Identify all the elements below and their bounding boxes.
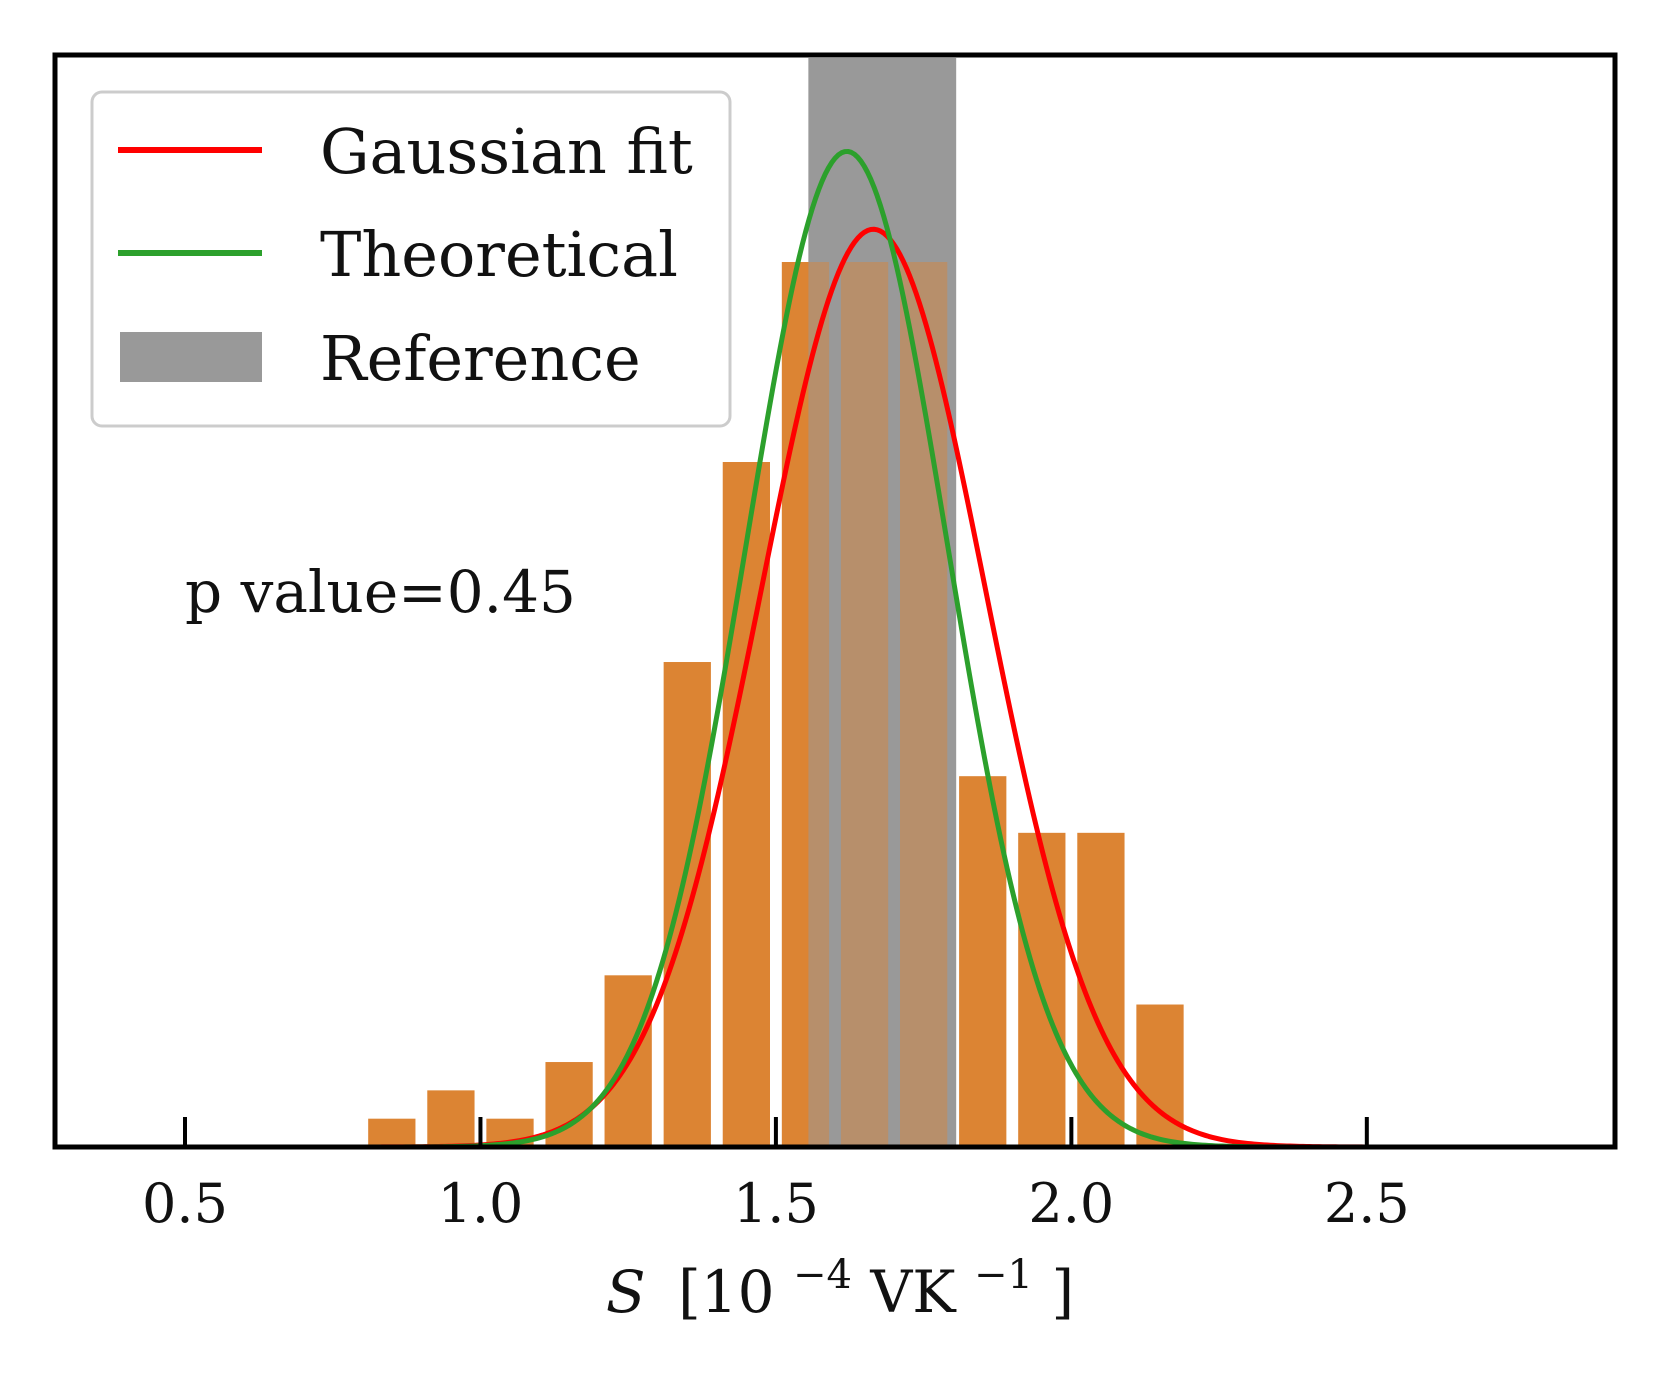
p-value-annotation: p value=0.45 — [185, 558, 576, 626]
legend: Gaussian fit Theoretical Reference — [90, 90, 732, 428]
x-axis-label-exp1: −4 — [793, 1252, 852, 1298]
x-axis-label-open: [10 — [678, 1258, 774, 1326]
histogram-bar — [722, 462, 770, 1147]
x-axis-label-exp2: −1 — [974, 1252, 1033, 1298]
x-ticks: 0.5 1.0 1.5 2.0 2.5 — [142, 1117, 1410, 1235]
x-axis-label-symbol: S — [606, 1258, 646, 1326]
legend-label-reference: Reference — [320, 322, 641, 395]
histogram-bar — [368, 1118, 416, 1147]
x-tick-label: 2.5 — [1324, 1172, 1410, 1235]
legend-label-gaussian-fit: Gaussian fit — [320, 115, 693, 188]
x-tick-label: 2.0 — [1028, 1172, 1114, 1235]
x-axis-label-close: ] — [1051, 1258, 1074, 1326]
histogram-bar — [663, 662, 711, 1147]
legend-swatch-reference — [120, 332, 262, 382]
x-tick-label: 1.5 — [733, 1172, 819, 1235]
x-tick-label: 0.5 — [142, 1172, 228, 1235]
histogram-bar — [427, 1090, 475, 1147]
reference-band-overlay — [808, 58, 957, 1147]
axes-frame — [52, 52, 1618, 1150]
legend-label-theoretical: Theoretical — [320, 218, 678, 291]
x-axis-label: S [10 −4 VK −1 ] — [606, 1234, 1074, 1326]
x-axis-label-units: VK — [869, 1258, 957, 1326]
x-tick-label: 1.0 — [438, 1172, 524, 1235]
